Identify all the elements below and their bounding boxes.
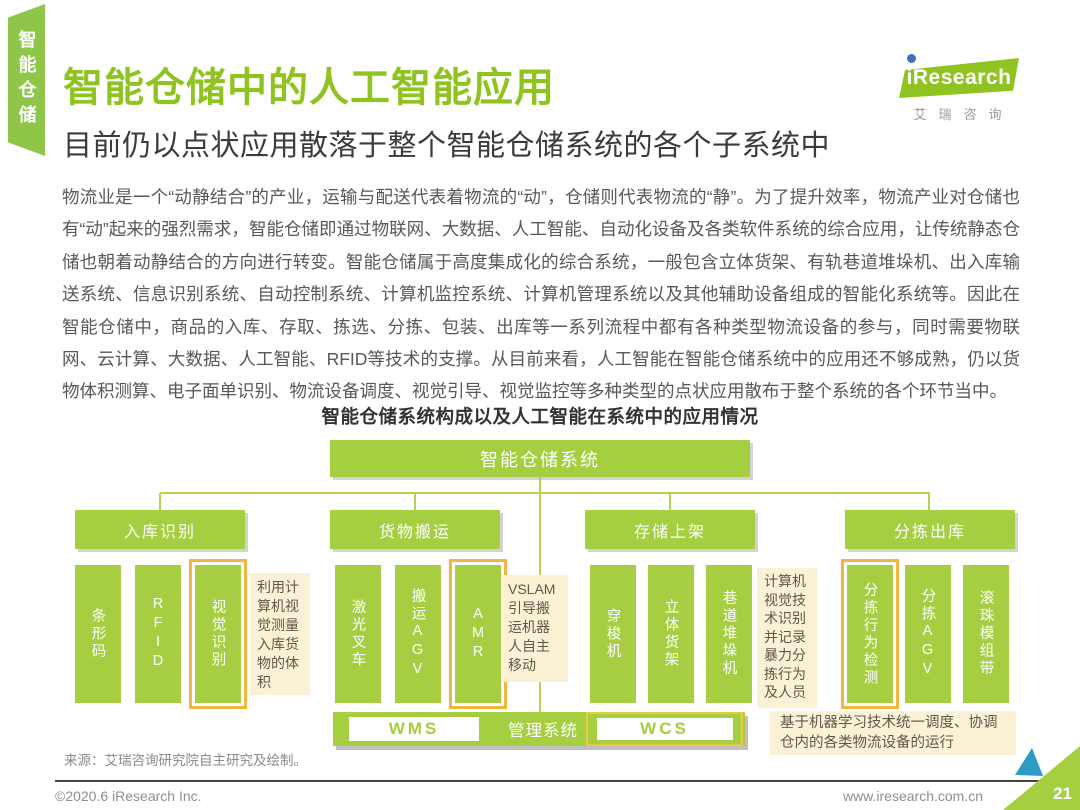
connector-stub <box>159 493 161 510</box>
iresearch-logo: iResearch 艾瑞咨询 <box>885 50 1030 122</box>
item-amr: AMR <box>449 559 507 709</box>
branch-header-storage: 存储上架 <box>585 510 755 549</box>
connector-stub <box>928 493 930 510</box>
footer-divider <box>55 780 1080 782</box>
footer-url[interactable]: www.iresearch.com.cn <box>842 788 983 804</box>
figure-title: 智能仓储系统构成以及人工智能在系统中的应用情况 <box>321 406 759 427</box>
note-storage-ai: 计算机视觉技术识别并记录暴力分拣行为及人员 <box>757 568 817 708</box>
item-roller-module-belt: 滚珠模组带 <box>963 565 1009 703</box>
diagram-root-node: 智能仓储系统 <box>330 440 750 477</box>
item-shuttle: 穿梭机 <box>590 565 636 703</box>
body-paragraph: 物流业是一个“动静结合”的产业，运输与配送代表着物流的“动”，仓储则代表物流的“… <box>62 187 1020 402</box>
management-label: 管理系统 <box>508 722 578 740</box>
page-number: 21 <box>1053 784 1072 803</box>
wms-box: WMS <box>349 717 479 741</box>
logo-i-dot-icon <box>907 54 916 63</box>
corner-shapes-icon <box>1003 746 1080 810</box>
branch-header-handling: 货物搬运 <box>330 510 500 549</box>
wcs-box: WCS <box>596 718 733 740</box>
item-rfid: RFID <box>135 565 181 703</box>
branch-header-outbound: 分拣出库 <box>845 510 1015 549</box>
connector-stub <box>669 493 671 510</box>
note-management-ai: 基于机器学习技术统一调度、协调仓内的各类物流设备的运行 <box>770 711 1016 755</box>
page-corner-decoration: 21 <box>985 742 1080 810</box>
note-handling-ai: VSLAM引导搬运机器人自主移动 <box>501 575 568 682</box>
source-note: 来源：艾瑞咨询研究院自主研究及绘制。 <box>64 753 307 768</box>
item-laser-forklift: 激光叉车 <box>335 565 381 703</box>
item-visual-recognition: 视觉识别 <box>189 559 247 709</box>
logo-chinese-name: 艾瑞咨询 <box>913 107 1014 122</box>
page-subtitle: 目前仍以点状应用散落于整个智能仓储系统的各个子系统中 <box>63 130 831 162</box>
item-stacker-crane: 巷道堆垛机 <box>706 565 752 703</box>
footer-copyright: ©2020.6 iResearch Inc. <box>55 788 202 804</box>
warehouse-system-diagram: 智能仓储系统 入库识别 货物搬运 存储上架 分拣出库 条形码 RFID 视觉识别… <box>60 435 1020 767</box>
item-handling-agv: 搬运AGV <box>395 565 441 703</box>
wcs-highlight: WCS <box>586 712 743 746</box>
item-barcode: 条形码 <box>75 565 121 703</box>
page-title: 智能仓储中的人工智能应用 <box>63 66 555 110</box>
note-inbound-ai: 利用计算机视觉测量入库货物的体积 <box>250 573 310 695</box>
management-system-bar: WMS 管理系统 WCS <box>333 712 745 746</box>
connector-stub <box>414 493 416 510</box>
connector-horizontal-line <box>160 492 930 494</box>
branch-header-inbound: 入库识别 <box>75 510 245 549</box>
item-sorting-behavior-detection: 分拣行为检测 <box>841 559 899 709</box>
sidebar-tab-label: 智能仓储 <box>16 30 37 130</box>
logo-wordmark: iResearch <box>899 58 1019 98</box>
item-stereo-rack: 立体货架 <box>648 565 694 703</box>
item-sorting-agv: 分拣AGV <box>905 565 951 703</box>
sidebar-tab: 智能仓储 <box>8 4 45 156</box>
